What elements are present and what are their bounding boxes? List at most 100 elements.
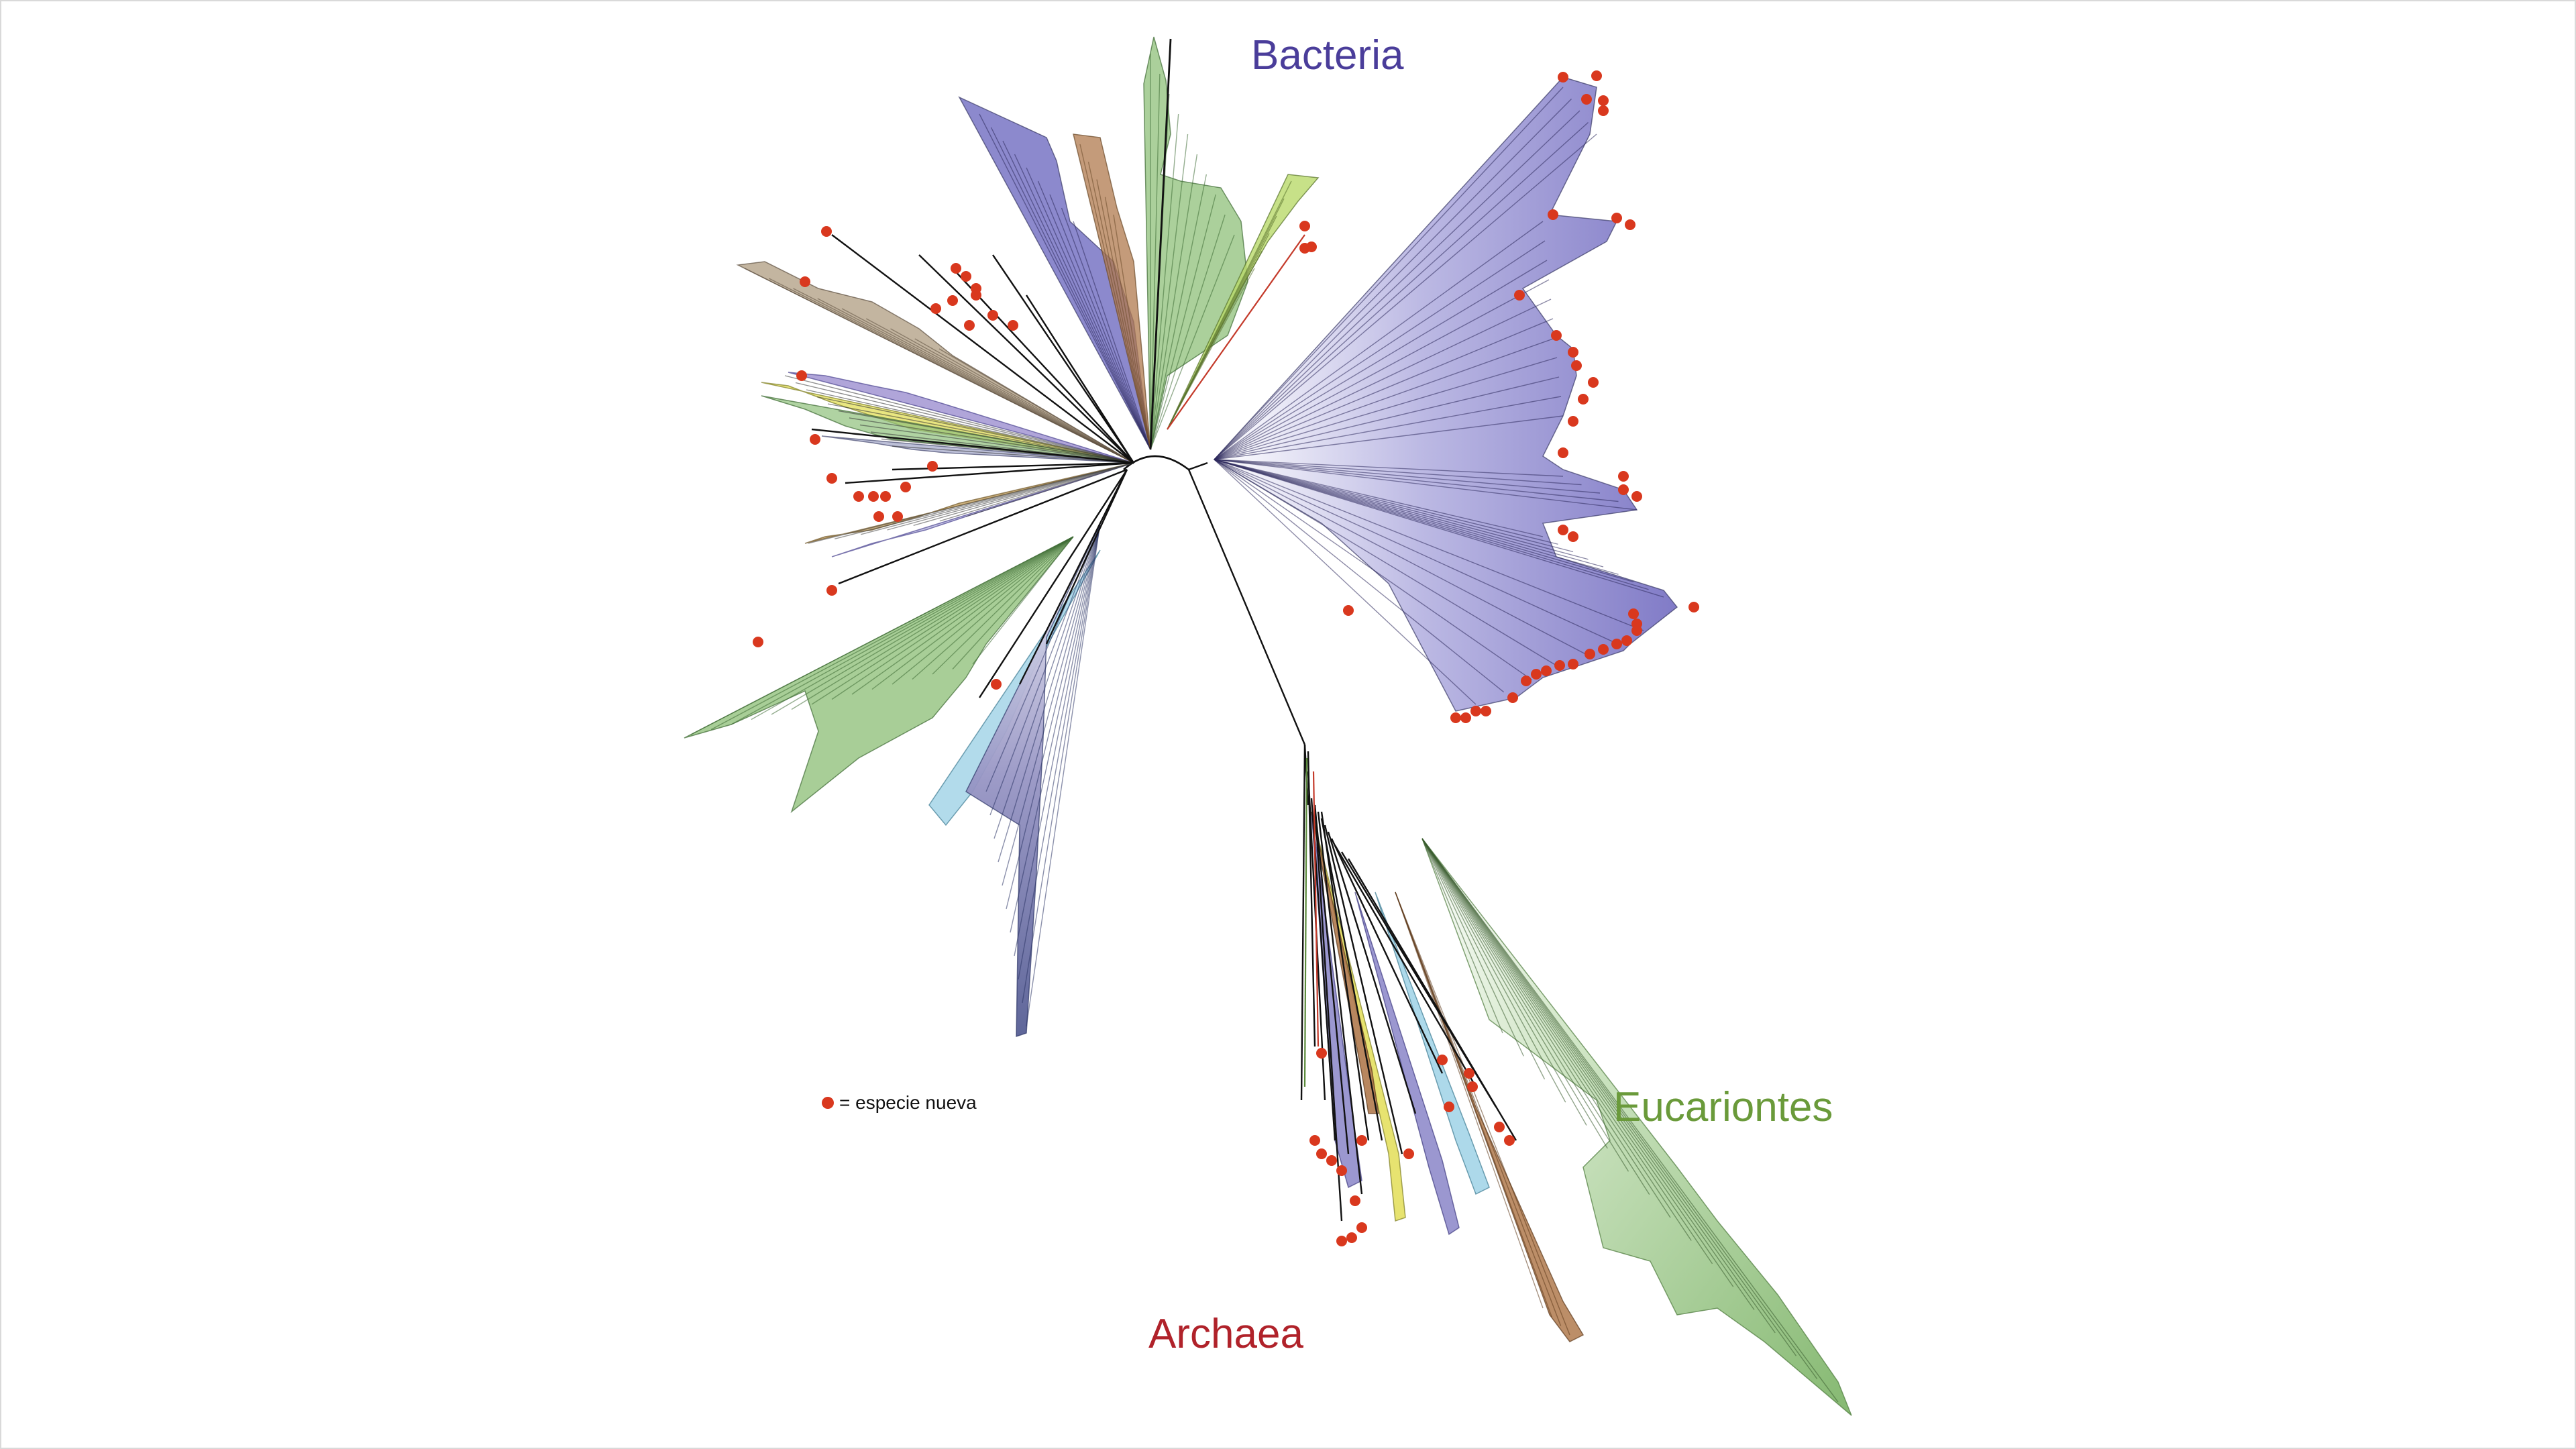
purple-major-line-12 <box>1214 357 1558 460</box>
purple-major-line-36 <box>1214 459 1477 705</box>
purple-major-line-26 <box>1214 459 1619 575</box>
euk-green-line-11 <box>1421 838 1734 1287</box>
new-species-dot <box>1326 1155 1337 1166</box>
backbone-bact-right <box>1188 462 1208 471</box>
green-upper-line-4 <box>1150 133 1189 450</box>
new-species-dot <box>1356 1222 1367 1233</box>
new-species-dot <box>1571 360 1582 371</box>
new-species-dot <box>1598 644 1609 655</box>
new-species-dot <box>971 290 981 301</box>
purple-major-line-24 <box>1214 459 1589 560</box>
new-species-dot <box>1464 1068 1474 1079</box>
purple-major-line-30 <box>1214 459 1644 631</box>
purple-upper-line-6 <box>1049 194 1151 450</box>
euk-brown-line-2 <box>1395 892 1562 1326</box>
new-species-dot <box>1591 70 1602 81</box>
new-species-dot <box>1521 676 1532 686</box>
new-species-dot <box>961 271 971 282</box>
left-low-line-4 <box>913 462 1134 527</box>
bacteria-branch-3 <box>992 254 1134 464</box>
clade-eukaryotes-brown <box>1395 892 1585 1342</box>
left-mid-line-5 <box>838 410 1134 464</box>
new-species-dot <box>1343 605 1354 616</box>
purple-major-line-11 <box>1214 337 1556 460</box>
clade-bacteria-brown-upper <box>1073 133 1151 450</box>
archaea-branch-6 <box>1320 818 1383 1141</box>
new-species-dot <box>1541 665 1552 676</box>
bacteria-branch-4 <box>1025 294 1135 464</box>
bacteria-branch-8 <box>838 468 1128 585</box>
new-species-dot <box>1470 706 1481 716</box>
archaea-branch-0 <box>1300 744 1306 1101</box>
new-species-dot <box>1581 94 1592 105</box>
new-species-dot <box>1316 1148 1327 1159</box>
clade-eukaryotes-lightblue <box>1375 892 1490 1195</box>
purple-major-line-7 <box>1214 260 1548 460</box>
new-species-dot <box>1568 347 1578 358</box>
purple-major-line-15 <box>1214 415 1564 460</box>
euk-green-line-14 <box>1421 838 1797 1356</box>
purple-major-line-3 <box>1214 121 1589 460</box>
euk-green-line-7 <box>1421 838 1650 1195</box>
green-long-line-13 <box>952 536 1074 669</box>
purple-major-line-32 <box>1214 459 1588 656</box>
green-upper-line-8 <box>1150 214 1226 450</box>
new-species-dot <box>1598 105 1609 116</box>
purple-upper-line-0 <box>979 113 1151 450</box>
slate-down-line-6 <box>1010 523 1101 933</box>
new-species-dot <box>1611 213 1622 223</box>
new-species-dot <box>1306 241 1317 252</box>
slate-down-line-1 <box>989 523 1101 816</box>
archaea-branch-13 <box>1313 804 1343 1222</box>
purple-major-line-4 <box>1214 133 1597 460</box>
new-species-dot <box>821 226 832 237</box>
lightgreen-upper-line-5 <box>1167 268 1255 430</box>
new-species-dot <box>1618 471 1629 482</box>
tree-branches <box>690 38 1839 1403</box>
purple-major-line-22 <box>1214 459 1558 545</box>
euk-brown-line-3 <box>1395 892 1570 1336</box>
purple-upper-line-3 <box>1014 154 1151 450</box>
slate-down-line-5 <box>1006 523 1101 910</box>
euk-green-line-0 <box>1421 838 1503 1034</box>
new-species-dot <box>1585 649 1595 659</box>
purple-upper-line-2 <box>1002 140 1151 450</box>
purple-major-line-5 <box>1214 221 1544 460</box>
root-arc <box>1123 455 1189 471</box>
slate-down-line-7 <box>1014 523 1101 957</box>
new-species-dot <box>1494 1122 1505 1132</box>
green-upper-line-6 <box>1150 174 1208 450</box>
green-upper-line-3 <box>1150 113 1179 450</box>
new-species-dot <box>1588 377 1599 388</box>
new-species-dot <box>1460 712 1471 723</box>
euk-brown-line-0 <box>1395 892 1544 1309</box>
clade-bacteria-green-upper <box>1143 36 1248 450</box>
new-species-dot <box>1551 330 1562 341</box>
left-low-line-5 <box>939 462 1134 522</box>
new-species-dot <box>1336 1236 1347 1246</box>
new-species-dot <box>1568 416 1578 427</box>
new-species-dot <box>1621 635 1632 646</box>
purple-major-line-16 <box>1214 459 1564 477</box>
green-long-line-1 <box>710 536 1074 731</box>
left-mid-line-6 <box>849 417 1134 464</box>
new-species-dot <box>951 263 961 274</box>
new-species-dot <box>1554 660 1565 671</box>
euk-green-line-2 <box>1421 838 1546 1080</box>
new-species-dot <box>1611 639 1622 649</box>
bacteria-branch-0 <box>831 234 1134 464</box>
bacteria-branch-10 <box>1045 469 1128 645</box>
new-species-dot <box>1356 1135 1367 1146</box>
green-long-line-0 <box>690 536 1074 735</box>
tan-left-line-7 <box>914 338 1134 464</box>
slate-down-line-8 <box>1018 523 1101 980</box>
new-species-dot <box>1631 491 1642 502</box>
euk-green-line-8 <box>1421 838 1671 1218</box>
new-species-dot <box>1688 602 1699 612</box>
new-species-dot <box>873 511 884 522</box>
new-species-dot <box>991 679 1002 690</box>
purple-major-line-0 <box>1214 87 1564 460</box>
green-long-line-9 <box>871 536 1074 690</box>
new-species-dot <box>1437 1055 1448 1065</box>
purple-upper-line-4 <box>1026 167 1151 450</box>
